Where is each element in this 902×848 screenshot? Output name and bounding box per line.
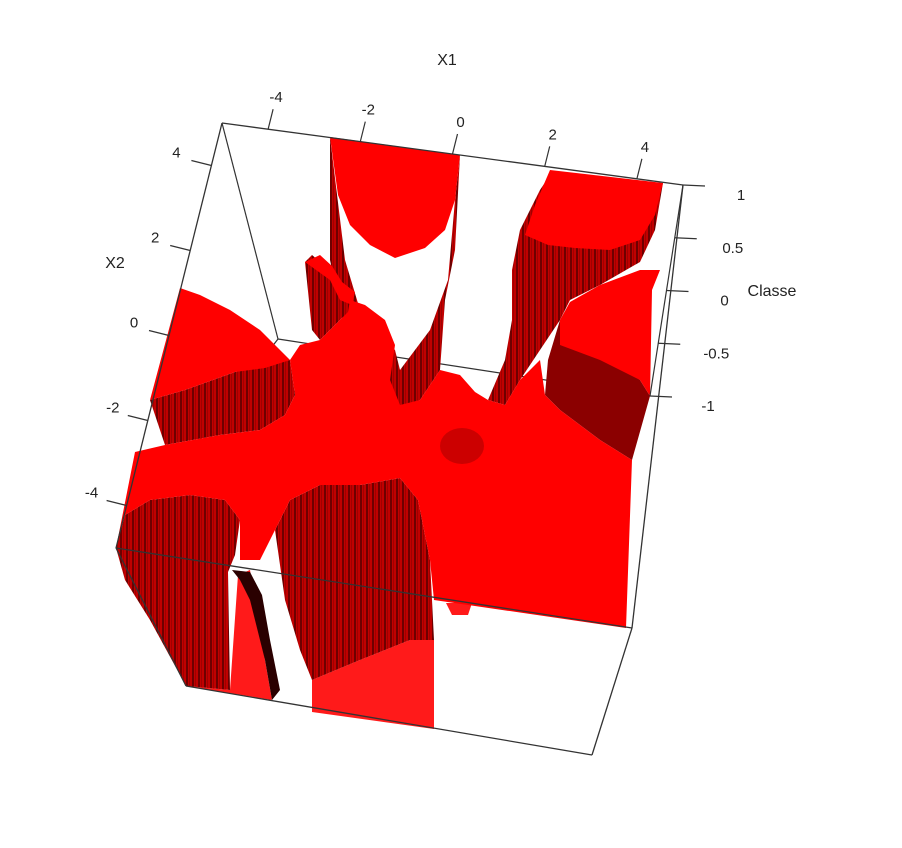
box-edge-back-left (221, 122, 279, 340)
box-edge-vert-right (591, 627, 633, 756)
y-tick-label-4: 4 (172, 145, 180, 162)
plateau-inner-spur (305, 255, 355, 305)
x-tick-label-0: -4 (269, 89, 282, 106)
x-tick-0 (267, 109, 274, 130)
wall-right-lobe (545, 320, 650, 460)
plateau-main (116, 300, 632, 628)
plateau-top-center (330, 137, 460, 258)
z-tick-label-0: -1 (701, 398, 714, 415)
x-axis: -4 -2 0 2 4 (267, 89, 649, 179)
y-tick-4 (191, 159, 212, 167)
wall-bottom-center (275, 478, 434, 680)
x-tick-label-3: 2 (549, 126, 557, 143)
z-tick-label-4: 1 (737, 187, 745, 204)
x-tick-2 (451, 133, 459, 155)
floor-surface (186, 570, 272, 700)
plateau-top-right (525, 170, 663, 250)
z-tick-1 (658, 342, 681, 345)
z-tick-label-3: 0.5 (722, 240, 743, 257)
x-tick-3 (544, 146, 551, 167)
x-tick-4 (636, 158, 643, 179)
z-tick-3 (674, 237, 697, 240)
z-axis-title: Classe (748, 283, 797, 300)
box-edge-bottom-front (185, 685, 593, 756)
x-tick-label-4: 4 (641, 139, 649, 156)
wall-top-center-right (400, 155, 460, 410)
y-tick-label-2: 0 (130, 315, 138, 332)
z-tick-4 (682, 184, 706, 187)
x-tick-label-2: 0 (456, 114, 464, 131)
wall-bottom-left (116, 495, 240, 690)
y-tick-label-3: 2 (151, 230, 159, 247)
x-axis-title: X1 (437, 52, 457, 69)
box-edge-top-right (631, 184, 684, 629)
plateau-left-lobe (150, 288, 290, 400)
wall-inner-spur (305, 255, 350, 340)
plateau-right-lobe (560, 270, 660, 396)
wall-bottom-left-gap (232, 570, 280, 700)
z-tick-label-1: -0.5 (703, 345, 729, 362)
box-edge-vert-left (115, 547, 187, 687)
y-tick-0 (106, 499, 127, 507)
z-tick-label-2: 0 (720, 293, 728, 310)
y-tick-label-0: -4 (85, 485, 98, 502)
y-tick-1 (127, 414, 148, 422)
plateau-group (116, 137, 663, 628)
y-axis: -4 -2 0 2 4 (85, 145, 212, 507)
y-tick-3 (170, 244, 191, 252)
x-tick-1 (359, 121, 366, 142)
wall-left-lobe (150, 360, 295, 445)
z-axis: -1 -0.5 0 0.5 1 (649, 184, 745, 415)
center-hole-floor (440, 428, 484, 464)
z-tick-2 (666, 289, 689, 293)
floor-surface-group (186, 570, 472, 729)
floor-surface-bottom-center (312, 640, 434, 729)
z-tick-0 (649, 395, 673, 398)
x-tick-label-1: -2 (362, 102, 375, 119)
y-tick-label-1: -2 (106, 400, 119, 417)
box-edge-top-front (115, 547, 633, 629)
y-axis-title: X2 (105, 255, 125, 272)
y-tick-2 (148, 329, 170, 337)
floor-surface-hole-glimpse (446, 603, 472, 615)
